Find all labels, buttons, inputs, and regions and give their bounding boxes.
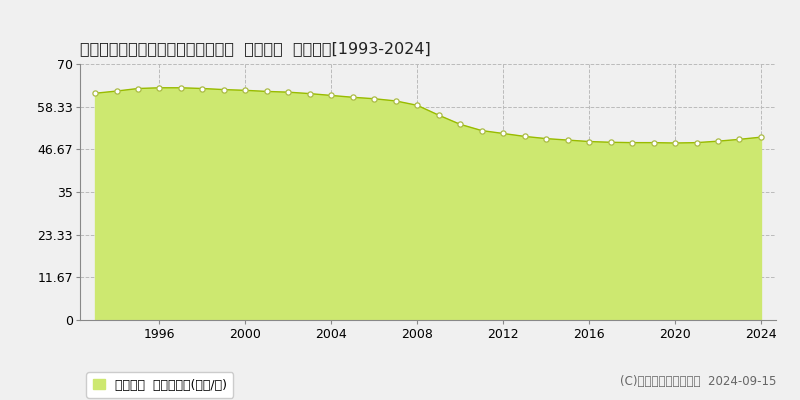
Point [669, 140, 682, 146]
Point [540, 136, 553, 142]
Point [303, 90, 316, 97]
Point [282, 89, 294, 95]
Point [518, 133, 531, 140]
Point [647, 140, 660, 146]
Text: (C)土地価格ドットコム  2024-09-15: (C)土地価格ドットコム 2024-09-15 [620, 375, 776, 388]
Point [733, 136, 746, 142]
Point [754, 134, 767, 140]
Point [582, 138, 595, 145]
Point [432, 112, 445, 118]
Point [411, 102, 424, 108]
Point [239, 87, 252, 94]
Point [390, 98, 402, 104]
Point [89, 90, 102, 96]
Point [454, 121, 466, 128]
Point [475, 127, 488, 134]
Point [346, 94, 359, 100]
Point [368, 96, 381, 102]
Point [712, 138, 725, 144]
Point [325, 92, 338, 99]
Point [218, 86, 230, 93]
Point [174, 84, 187, 91]
Point [131, 85, 145, 92]
Point [497, 130, 510, 137]
Point [153, 84, 166, 91]
Legend: 地価公示  平均坪単価(万円/坪): 地価公示 平均坪単価(万円/坪) [86, 372, 234, 398]
Point [626, 140, 638, 146]
Point [110, 88, 123, 94]
Point [562, 137, 574, 143]
Point [604, 139, 617, 146]
Point [690, 140, 703, 146]
Point [261, 88, 274, 95]
Text: 鹿児島県鹿児島市武３丁目２２番８  地価公示  地価推移[1993-2024]: 鹿児島県鹿児島市武３丁目２２番８ 地価公示 地価推移[1993-2024] [80, 41, 430, 56]
Point [196, 85, 209, 92]
